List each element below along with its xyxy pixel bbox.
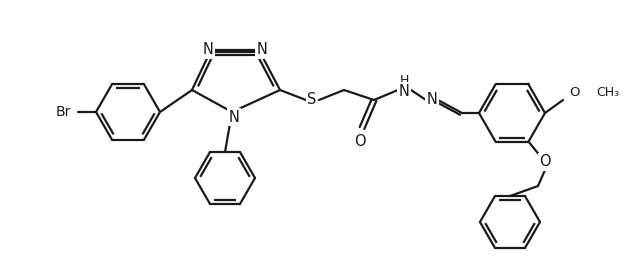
Text: CH₃: CH₃	[596, 87, 619, 99]
Text: O: O	[539, 154, 551, 169]
Text: N: N	[203, 43, 213, 58]
Text: N: N	[257, 43, 268, 58]
Text: N: N	[228, 109, 239, 124]
Text: Br: Br	[55, 105, 70, 119]
Text: S: S	[307, 93, 317, 108]
Text: N: N	[399, 83, 410, 99]
Text: H: H	[399, 73, 409, 87]
Text: O: O	[570, 87, 580, 99]
Text: N: N	[427, 93, 437, 108]
Text: O: O	[354, 134, 366, 149]
